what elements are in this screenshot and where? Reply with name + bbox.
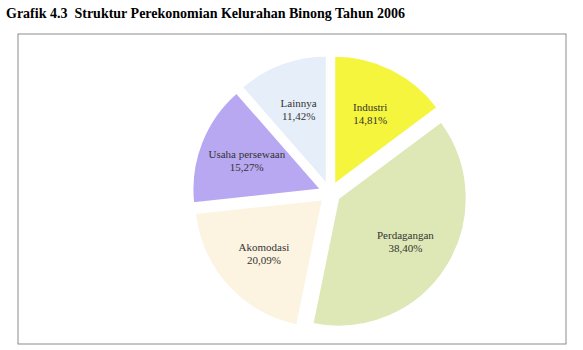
- data-label: 11,42%: [282, 110, 316, 122]
- chart: Grafik 4.3 Struktur Perekonomian Kelurah…: [0, 0, 583, 350]
- slices: [193, 56, 467, 327]
- slice-category: Usaha persewaan: [208, 148, 285, 160]
- slice-category: Lainnya: [281, 97, 317, 109]
- slice-category: Industri: [353, 101, 387, 113]
- pie: Industri14,81% Perdagangan38,40% Akomodasi…: [193, 56, 467, 327]
- slice-category: Akomodasi: [238, 241, 289, 253]
- pie-slice: [313, 122, 467, 326]
- pie-slice: [195, 200, 322, 325]
- chart-frame: [18, 34, 566, 344]
- data-label: 14,81%: [353, 114, 387, 126]
- slice-category: Perdagangan: [377, 229, 434, 241]
- title: Grafik 4.3 Struktur Perekonomian Kelurah…: [6, 6, 405, 21]
- data-label: 38,40%: [388, 242, 422, 254]
- labels: Industri14,81% Perdagangan38,40% Akomodasi…: [208, 97, 434, 266]
- data-label: 15,27%: [230, 161, 264, 173]
- data-label: 20,09%: [247, 254, 281, 266]
